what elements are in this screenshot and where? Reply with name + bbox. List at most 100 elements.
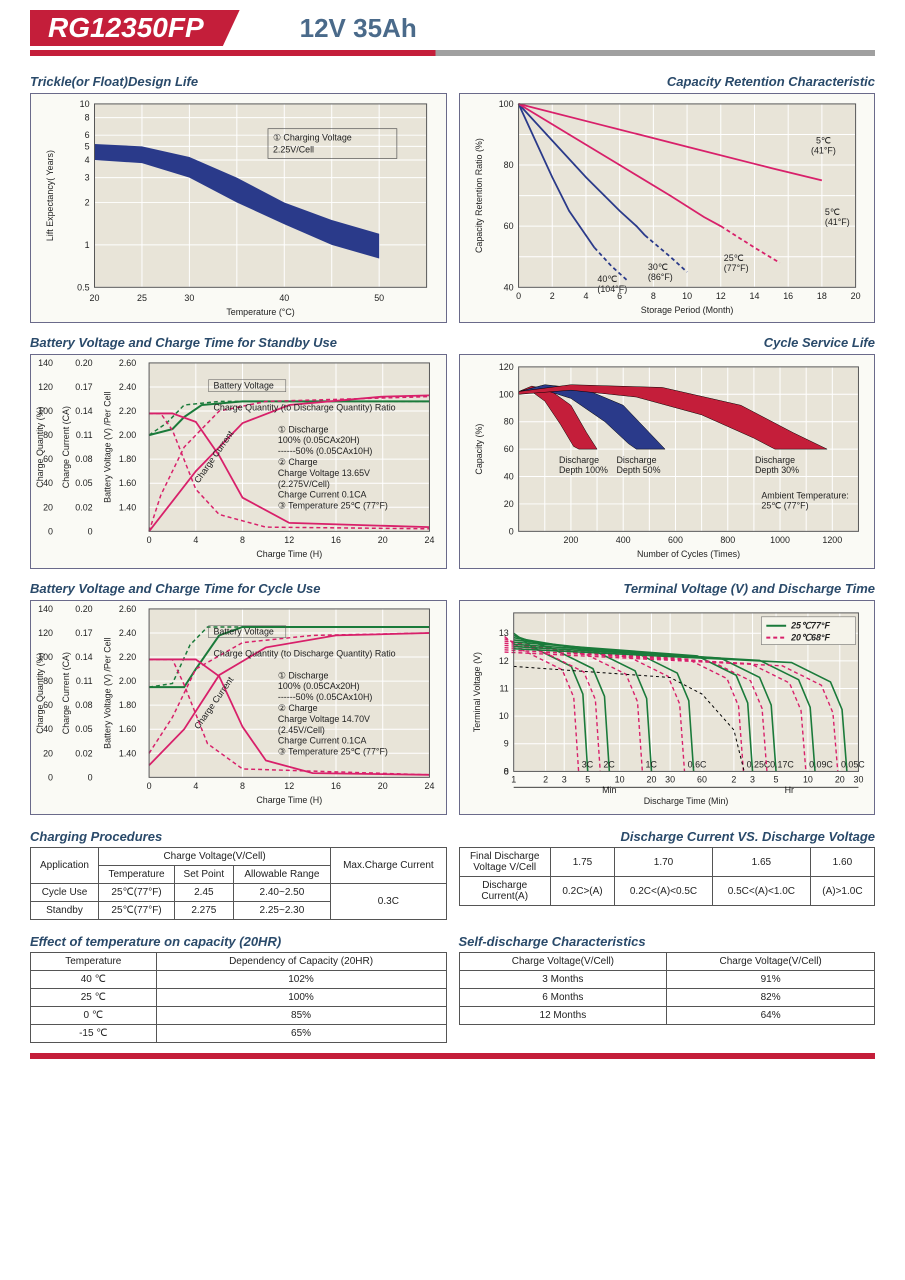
cell: 3 Months — [459, 971, 667, 989]
svg-text:3: 3 — [750, 774, 755, 784]
svg-text:Charge Quantity (%): Charge Quantity (%) — [35, 653, 45, 734]
svg-text:60: 60 — [503, 444, 513, 454]
svg-text:Depth 100%: Depth 100% — [558, 465, 607, 475]
svg-text:14: 14 — [749, 291, 759, 301]
cell: 2.275 — [175, 902, 234, 920]
svg-text:100: 100 — [498, 389, 513, 399]
svg-text:10: 10 — [614, 774, 624, 784]
svg-text:0: 0 — [48, 526, 53, 536]
svg-text:20: 20 — [503, 499, 513, 509]
svg-text:1C: 1C — [645, 759, 657, 769]
svg-text:② Charge: ② Charge — [278, 457, 318, 467]
svg-text:16: 16 — [783, 291, 793, 301]
svg-text:Charge Current (CA): Charge Current (CA) — [61, 406, 71, 488]
chart1-title: Trickle(or Float)Design Life — [30, 74, 447, 89]
chart2-title: Capacity Retention Characteristic — [459, 74, 876, 89]
svg-text:Battery Voltage: Battery Voltage — [213, 627, 273, 637]
svg-text:2: 2 — [543, 774, 548, 784]
svg-text:5: 5 — [773, 774, 778, 784]
svg-text:12: 12 — [715, 291, 725, 301]
svg-text:0.05: 0.05 — [75, 724, 92, 734]
th: Temperature — [31, 953, 157, 971]
svg-text:30℃: 30℃ — [647, 262, 667, 272]
svg-text:10: 10 — [682, 291, 692, 301]
svg-text:0.05C: 0.05C — [840, 759, 864, 769]
svg-text:20: 20 — [378, 781, 388, 791]
svg-text:Depth 50%: Depth 50% — [616, 465, 660, 475]
svg-text:20: 20 — [43, 748, 53, 758]
svg-text:20: 20 — [90, 293, 100, 303]
svg-text:10: 10 — [80, 99, 90, 109]
svg-text:1.40: 1.40 — [119, 748, 136, 758]
chart6-title: Terminal Voltage (V) and Discharge Time — [459, 581, 876, 596]
header-divider — [30, 50, 875, 56]
svg-text:40℃: 40℃ — [597, 274, 617, 284]
svg-text:0: 0 — [88, 772, 93, 782]
svg-text:Battery Voltage (V) /Per Cell: Battery Voltage (V) /Per Cell — [102, 391, 112, 502]
model-number: RG12350FP — [30, 10, 240, 46]
svg-text:0.09C: 0.09C — [809, 759, 833, 769]
svg-text:2C: 2C — [603, 759, 615, 769]
svg-text:13: 13 — [498, 628, 508, 638]
svg-text:25℃: 25℃ — [723, 253, 743, 263]
svg-text:25℃77°F: 25℃77°F — [790, 621, 830, 631]
svg-text:Storage Period (Month): Storage Period (Month) — [640, 305, 733, 315]
svg-text:① Discharge: ① Discharge — [278, 424, 329, 434]
svg-text:2.40: 2.40 — [119, 628, 136, 638]
cell: 6 Months — [459, 989, 667, 1007]
svg-text:20: 20 — [43, 502, 53, 512]
svg-text:2.00: 2.00 — [119, 676, 136, 686]
svg-text:40: 40 — [503, 471, 513, 481]
svg-text:2: 2 — [549, 291, 554, 301]
svg-text:0.11: 0.11 — [76, 676, 93, 686]
th: Dependency of Capacity (20HR) — [156, 953, 446, 971]
svg-text:Charge Quantity (to Discharge: Charge Quantity (to Discharge Quantity) … — [213, 648, 395, 658]
svg-text:20℃68°F: 20℃68°F — [790, 633, 830, 643]
svg-text:1.80: 1.80 — [119, 700, 136, 710]
cell: (A)>1.0C — [810, 877, 874, 906]
svg-text:2.60: 2.60 — [119, 604, 136, 614]
chart3-title: Battery Voltage and Charge Time for Stan… — [30, 335, 447, 350]
cell: 91% — [667, 971, 875, 989]
cell: 25 ℃ — [31, 989, 157, 1007]
svg-text:8: 8 — [650, 291, 655, 301]
th-temp: Temperature — [98, 866, 174, 884]
svg-text:Discharge: Discharge — [558, 455, 598, 465]
table-self-title: Self-discharge Characteristics — [459, 934, 876, 949]
cell: Discharge Current(A) — [459, 877, 550, 906]
svg-text:4: 4 — [583, 291, 588, 301]
svg-text:1200: 1200 — [822, 535, 842, 545]
svg-text:Charge Time (H): Charge Time (H) — [256, 795, 322, 805]
table-temp-effect: TemperatureDependency of Capacity (20HR)… — [30, 952, 447, 1043]
cell: 40 ℃ — [31, 971, 157, 989]
svg-text:200: 200 — [563, 535, 578, 545]
table-discharge: Final Discharge Voltage V/Cell 1.75 1.70… — [459, 847, 876, 906]
svg-text:1.80: 1.80 — [119, 454, 136, 464]
svg-text:24: 24 — [424, 781, 434, 791]
svg-text:20: 20 — [850, 291, 860, 301]
svg-text:9: 9 — [503, 739, 508, 749]
svg-text:Charge Voltage 14.70V: Charge Voltage 14.70V — [278, 714, 370, 724]
svg-text:0: 0 — [508, 526, 513, 536]
table-charging: Application Charge Voltage(V/Cell) Max.C… — [30, 847, 447, 920]
svg-text:4: 4 — [193, 535, 198, 545]
svg-text:Charge Current (CA): Charge Current (CA) — [61, 652, 71, 734]
cell: 2.25~2.30 — [233, 902, 331, 920]
svg-text:3C: 3C — [581, 759, 593, 769]
cell: 2.45 — [175, 884, 234, 902]
svg-text:120: 120 — [38, 628, 53, 638]
th-max: Max.Charge Current — [331, 848, 446, 884]
svg-text:0: 0 — [503, 766, 508, 776]
th: Charge Voltage(V/Cell) — [459, 953, 667, 971]
svg-text:0: 0 — [88, 526, 93, 536]
svg-text:25: 25 — [137, 293, 147, 303]
svg-text:Hr: Hr — [784, 785, 793, 795]
svg-text:0: 0 — [516, 291, 521, 301]
cell: -15 ℃ — [31, 1025, 157, 1043]
svg-text:Temperature (°C): Temperature (°C) — [226, 307, 294, 317]
table-temp-title: Effect of temperature on capacity (20HR) — [30, 934, 447, 949]
svg-text:(2.275V/Cell): (2.275V/Cell) — [278, 479, 330, 489]
svg-text:8: 8 — [240, 535, 245, 545]
th-ar: Allowable Range — [233, 866, 331, 884]
svg-text:③ Temperature 25℃ (77°F): ③ Temperature 25℃ (77°F) — [278, 501, 388, 511]
